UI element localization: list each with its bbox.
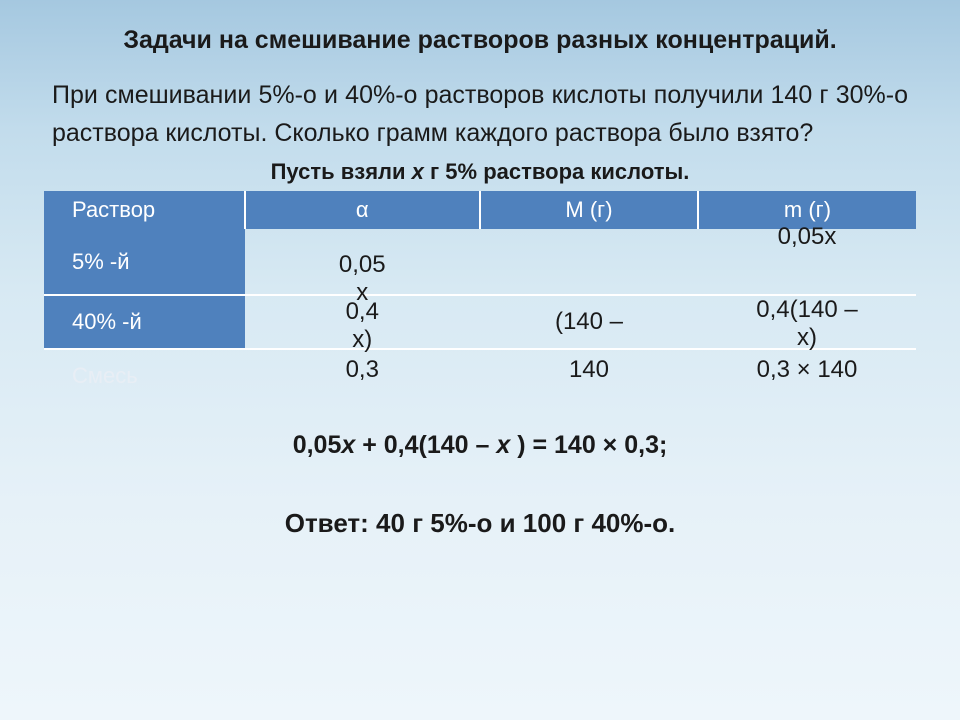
col-header-solution: Раствор: [44, 191, 245, 229]
let-suffix: г 5% раствора кислоты.: [424, 159, 689, 184]
mixture-table: Раствор α М (г) m (г) 5% -й 0,05 х 0,05х…: [44, 191, 916, 401]
cell-mass-40: (140 –: [480, 295, 698, 349]
table-row: 5% -й 0,05 х 0,05х: [44, 229, 916, 295]
table-row: Смесь 0,3 140 0,3 × 140: [44, 349, 916, 401]
equation: 0,05х + 0,4(140 – х ) = 140 × 0,3;: [44, 431, 916, 460]
problem-text: При смешивании 5%-о и 40%-о растворов ки…: [44, 76, 916, 154]
row-label-5: 5% -й: [44, 229, 245, 295]
cell-m-5: 0,05х: [698, 229, 916, 295]
slide-title: Задачи на смешивание растворов разных ко…: [44, 22, 916, 60]
answer: Ответ: 40 г 5%-о и 100 г 40%-о.: [44, 508, 916, 539]
let-prefix: Пусть взяли: [271, 159, 412, 184]
let-var: х: [412, 159, 424, 184]
col-header-alpha: α: [245, 191, 480, 229]
row-label-mix: Смесь: [44, 349, 245, 401]
cell-m-mix: 0,3 × 140: [698, 349, 916, 401]
cell-mass-5: [480, 229, 698, 295]
row-label-40: 40% -й: [44, 295, 245, 349]
cell-alpha-40: 0,4 х): [245, 295, 480, 349]
col-header-mass-big: М (г): [480, 191, 698, 229]
cell-m-40: 0,4(140 – х): [698, 295, 916, 349]
cell-alpha-5: 0,05 х: [245, 229, 480, 295]
table-row: 40% -й 0,4 х) (140 – 0,4(140 – х): [44, 295, 916, 349]
cell-mass-mix: 140: [480, 349, 698, 401]
cell-alpha-mix: 0,3: [245, 349, 480, 401]
let-statement: Пусть взяли х г 5% раствора кислоты.: [44, 159, 916, 185]
